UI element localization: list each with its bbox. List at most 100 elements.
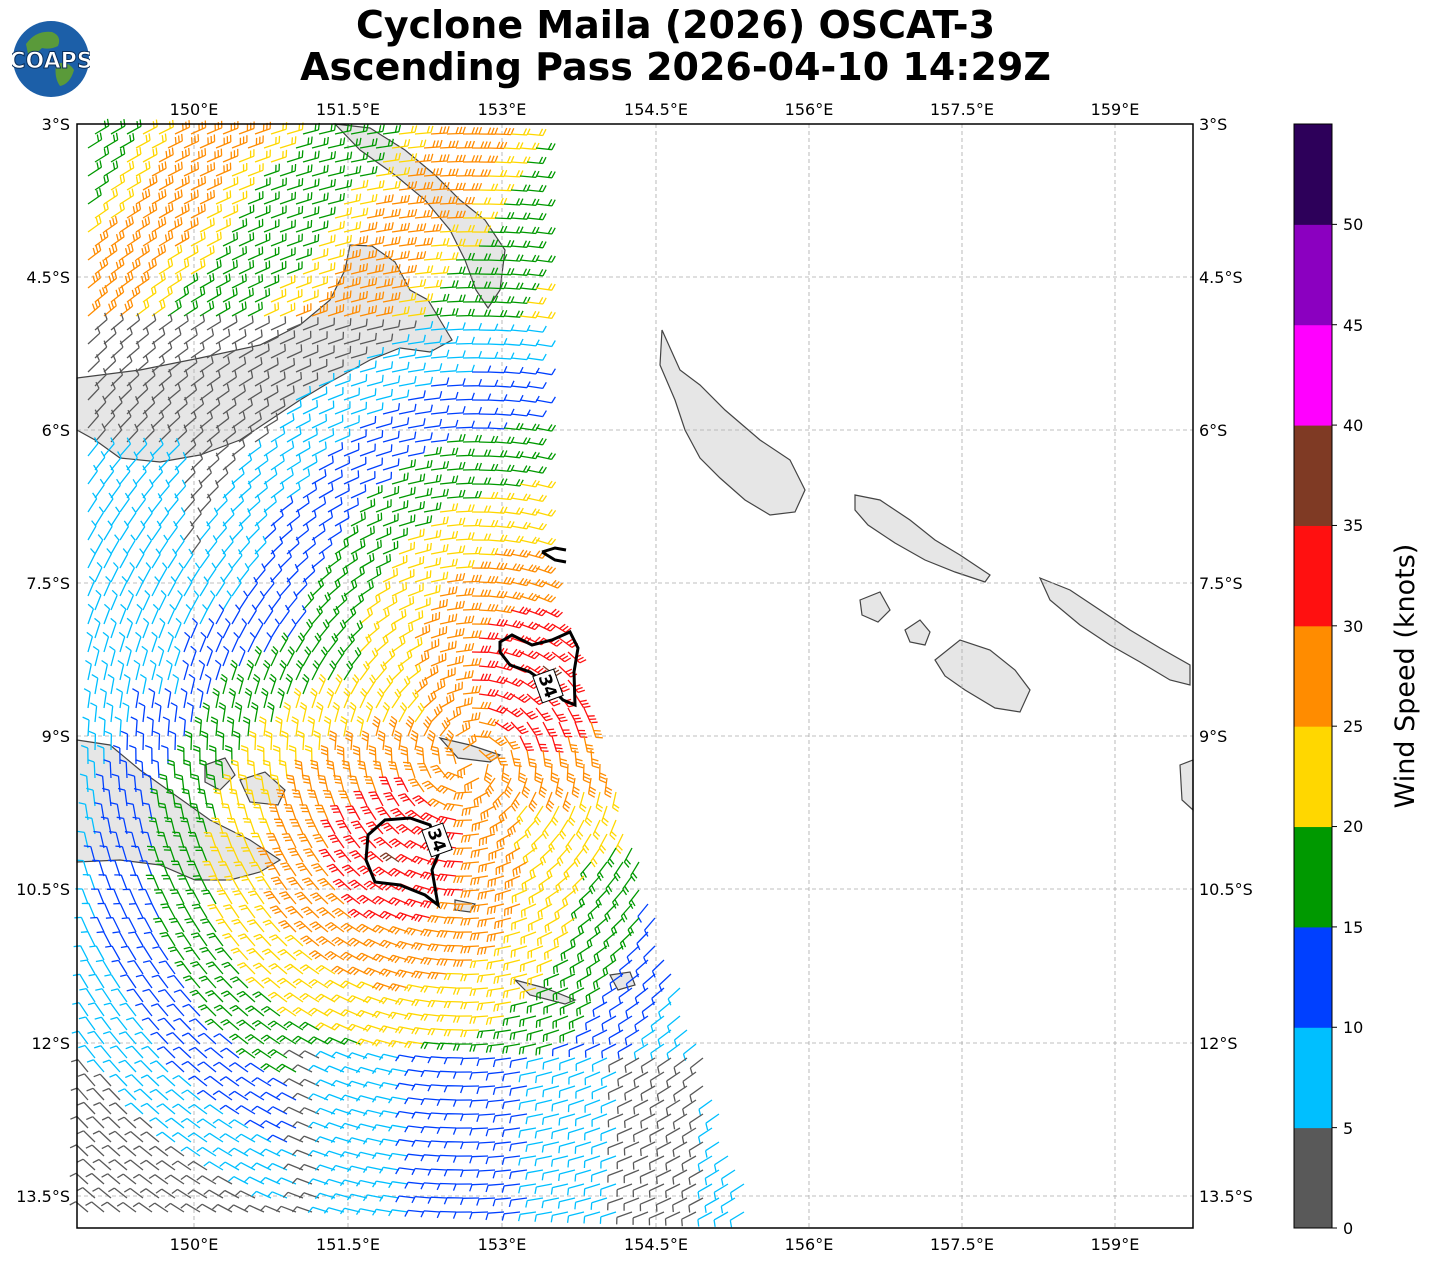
wind-barb xyxy=(443,1197,464,1205)
wind-barb xyxy=(579,791,587,813)
wind-barb xyxy=(103,326,117,345)
wind-barb xyxy=(393,730,402,751)
wind-barb xyxy=(681,1127,697,1144)
wind-barb xyxy=(656,1141,672,1157)
wind-barb xyxy=(561,917,576,934)
wind-barb xyxy=(322,789,336,807)
lon-label-bottom: 156°E xyxy=(785,1235,834,1254)
wind-barb xyxy=(562,791,572,813)
wind-barb xyxy=(639,1169,656,1184)
wind-barb xyxy=(346,1137,368,1144)
lat-label-left: 10.5°S xyxy=(16,880,70,899)
wind-barb xyxy=(203,1075,224,1087)
wind-barb xyxy=(199,438,213,457)
wind-barb xyxy=(118,1059,137,1073)
wind-barb xyxy=(430,237,450,247)
wind-barb xyxy=(407,139,427,149)
wind-barb xyxy=(623,1141,640,1156)
wind-barb xyxy=(414,237,434,247)
wind-barb xyxy=(106,888,121,905)
wind-barb xyxy=(220,1047,240,1059)
wind-barb xyxy=(452,931,473,940)
wind-barb xyxy=(263,329,279,345)
wind-barb xyxy=(142,147,158,163)
wind-barb xyxy=(311,275,329,289)
wind-barb xyxy=(535,283,556,291)
wind-barb xyxy=(427,971,448,980)
wind-barb xyxy=(535,452,557,461)
wind-barb xyxy=(682,1071,697,1089)
wind-barb xyxy=(292,1035,313,1045)
wind-barb xyxy=(135,465,147,485)
wind-barb xyxy=(391,554,408,569)
wind-barb xyxy=(343,579,358,597)
wind-barb xyxy=(375,553,392,569)
wind-barb xyxy=(378,968,400,978)
wind-barb xyxy=(459,1113,480,1122)
wind-barb xyxy=(318,400,335,415)
wind-barb xyxy=(537,903,553,919)
wind-barb xyxy=(551,1071,569,1084)
wind-barb xyxy=(295,468,311,485)
wind-barb xyxy=(443,888,464,897)
wind-barb xyxy=(171,1132,192,1143)
wind-barb xyxy=(446,681,463,695)
wind-barb xyxy=(292,1064,313,1073)
wind-barb xyxy=(729,1183,745,1200)
wind-barb xyxy=(388,715,398,737)
wind-barb xyxy=(126,174,142,191)
wind-barb xyxy=(556,847,569,867)
wind-barb xyxy=(270,618,280,639)
wind-barb xyxy=(139,1159,160,1171)
wind-barb xyxy=(590,1169,608,1183)
wind-barb xyxy=(567,735,579,754)
wind-barb xyxy=(510,749,522,768)
wind-barb xyxy=(135,437,148,457)
wind-barb xyxy=(126,313,141,331)
wind-barb xyxy=(91,888,105,905)
wind-barb xyxy=(254,232,271,247)
wind-barb xyxy=(323,716,332,737)
wind-barb xyxy=(535,509,557,517)
colorbar-bin xyxy=(1294,525,1332,627)
wind-barb xyxy=(291,789,304,807)
wind-barb xyxy=(199,548,210,569)
wind-barb xyxy=(87,464,98,485)
wind-barb xyxy=(704,1141,720,1158)
lon-label-bottom: 157.5°E xyxy=(930,1235,994,1254)
wind-barb xyxy=(247,329,263,345)
wind-barb xyxy=(222,176,239,191)
wind-barb xyxy=(501,1155,521,1165)
wind-barb xyxy=(462,154,483,163)
wind-barb xyxy=(121,917,137,933)
wind-barb xyxy=(120,730,129,751)
wind-barb xyxy=(430,433,450,443)
wind-barb xyxy=(215,438,229,457)
wind-barb xyxy=(605,875,617,895)
wind-barb xyxy=(96,744,105,765)
wind-barb xyxy=(270,398,286,415)
wind-barb xyxy=(95,959,112,975)
wind-barb xyxy=(608,1001,624,1018)
wind-barb xyxy=(186,860,201,877)
wind-barb xyxy=(414,432,433,443)
wind-barb xyxy=(590,749,600,769)
wind-barb xyxy=(512,861,528,877)
wind-barb xyxy=(110,988,128,1003)
wind-barb xyxy=(70,1087,89,1101)
wind-barb xyxy=(206,535,218,555)
wind-barb xyxy=(151,759,160,779)
wind-barb xyxy=(251,1162,272,1171)
wind-barb xyxy=(126,285,141,303)
wind-barb xyxy=(525,1085,544,1097)
wind-barb xyxy=(473,791,489,807)
wind-barb xyxy=(446,378,466,387)
wind-barb xyxy=(372,715,381,737)
wind-barb xyxy=(267,1106,288,1115)
wind-barb xyxy=(452,1099,473,1107)
wind-barb xyxy=(324,921,345,933)
wind-barb xyxy=(519,707,539,720)
wind-barb xyxy=(529,861,544,879)
wind-barb xyxy=(214,659,222,681)
wind-barb xyxy=(688,1169,704,1185)
